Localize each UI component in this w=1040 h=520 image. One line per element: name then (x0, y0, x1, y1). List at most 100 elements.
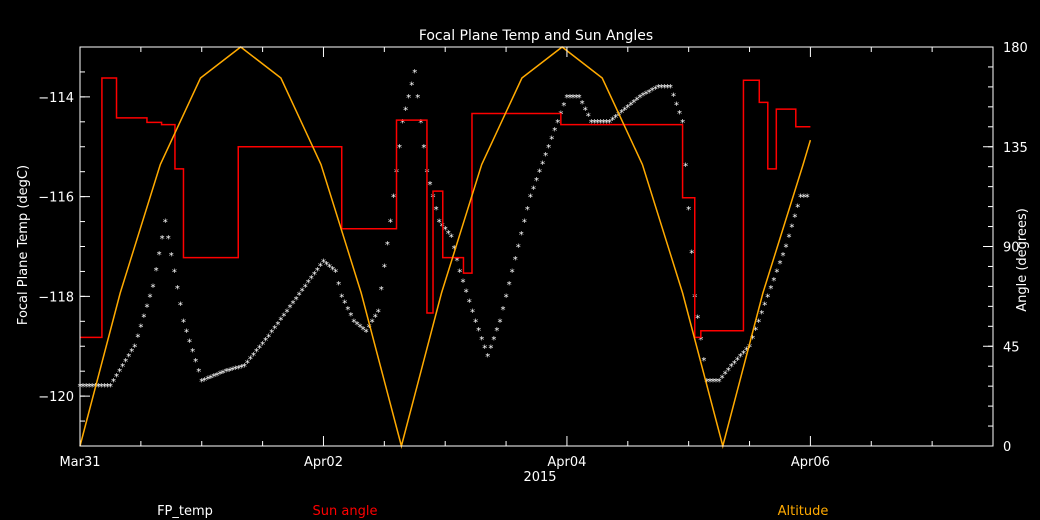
fp-temp-point: * (342, 299, 347, 310)
fp-temp-point: * (412, 68, 417, 79)
fp-temp-point: * (233, 365, 238, 376)
fp-temp-point: * (656, 83, 661, 94)
fp-temp-point: * (513, 255, 518, 266)
fp-temp-point: * (671, 92, 676, 103)
x-tick-label: Apr02 (304, 455, 343, 470)
fp-temp-point: * (601, 118, 606, 129)
fp-temp-point: * (96, 382, 101, 393)
fp-temp-point: * (622, 105, 627, 116)
fp-temp-point: * (595, 118, 600, 129)
fp-temp-point: * (84, 382, 89, 393)
fp-temp-point: * (589, 118, 594, 129)
fp-temp-point: * (114, 372, 119, 383)
fp-temp-point: * (437, 218, 442, 229)
x-axis-label: 2015 (523, 470, 556, 485)
fp-temp-point: * (205, 375, 210, 386)
fp-temp-point: * (598, 118, 603, 129)
fp-temp-point: * (202, 376, 207, 387)
fp-temp-point: * (376, 307, 381, 318)
fp-temp-point: * (129, 347, 134, 358)
fp-temp-point: * (278, 316, 283, 327)
fp-temp-point: * (695, 314, 700, 325)
fp-temp-point: * (157, 250, 162, 261)
fp-temp-point: * (324, 260, 329, 271)
fp-temp-point: * (406, 93, 411, 104)
fp-temp-point: * (193, 357, 198, 368)
y-left-tick-label: −116 (38, 191, 74, 206)
fp-temp-point: * (650, 86, 655, 97)
fp-temp-point: * (735, 356, 740, 367)
fp-temp-point: * (321, 257, 326, 268)
fp-temp-point: * (680, 118, 685, 129)
fp-temp-point: * (720, 373, 725, 384)
fp-temp-point: * (516, 243, 521, 254)
chart-title: Focal Plane Temp and Sun Angles (419, 28, 653, 44)
fp-temp-point: * (315, 266, 320, 277)
y-right-tick-label: 45 (1003, 340, 1020, 355)
fp-temp-point: * (698, 335, 703, 346)
fp-temp-point: * (208, 373, 213, 384)
fp-temp-point: * (792, 213, 797, 224)
y-axis-left-label: Focal Plane Temp (degC) (16, 165, 31, 325)
fp-temp-point: * (227, 366, 232, 377)
axes-layer: Mar31 Apr02 Apr04 Apr06 −120 −118 −116 −114 0 45 9… (38, 41, 1028, 470)
fp-temp-point: * (224, 367, 229, 378)
fp-temp-point: * (519, 230, 524, 241)
fp-temp-point: * (370, 317, 375, 328)
fp-temp-point: * (385, 240, 390, 251)
fp-temp-point: * (211, 372, 216, 383)
fp-temp-point: * (330, 265, 335, 276)
legend: FP_temp Sun angle Altitude (157, 504, 828, 519)
fp-temp-point: * (644, 90, 649, 101)
fp-temp-point: * (297, 291, 302, 302)
sun-angle-line (80, 77, 811, 339)
fp-temp-point: * (801, 193, 806, 204)
fp-temp-point: * (269, 328, 274, 339)
fp-temp-point: * (616, 110, 621, 121)
fp-temp-point: * (111, 377, 116, 388)
fp-temp-point: * (391, 193, 396, 204)
fp-temp-point: * (284, 307, 289, 318)
fp-temp-point: * (543, 151, 548, 162)
y-left-tick-label: −118 (38, 290, 74, 305)
fp-temp-point: * (571, 93, 576, 104)
y-left-tick-label: −114 (38, 91, 74, 106)
fp-temp-point: * (163, 218, 168, 229)
fp-temp-point: * (339, 292, 344, 303)
fp-temp-point: * (765, 292, 770, 303)
fp-temp-point: * (525, 205, 530, 216)
fp-temp-point: * (460, 277, 465, 288)
fp-temp-point: * (403, 105, 408, 116)
fp-temp-point: * (254, 347, 259, 358)
fp-temp-point: * (272, 324, 277, 335)
fp-temp-point: * (184, 327, 189, 338)
fp-temp-point: * (756, 317, 761, 328)
fp-temp-point: * (141, 312, 146, 323)
fp-temp-point: * (641, 91, 646, 102)
fp-temp-point: * (199, 377, 204, 388)
fp-temp-point: * (415, 93, 420, 104)
fp-temp-point: * (373, 312, 378, 323)
fp-temp-point: * (303, 282, 308, 293)
fp-temp-point: * (537, 168, 542, 179)
fp-temp-point: * (774, 267, 779, 278)
fp-temp-point: * (561, 101, 566, 112)
fp-temp-point: * (522, 218, 527, 229)
fp-temp-point: * (583, 105, 588, 116)
fp-temp-point: * (190, 347, 195, 358)
fp-temp-point: * (454, 256, 459, 267)
fp-temp-point: * (723, 370, 728, 381)
fp-temp-point: * (473, 317, 478, 328)
fp-temp-point: * (610, 115, 615, 126)
fp-temp-point: * (81, 382, 86, 393)
fp-temp-point: * (540, 159, 545, 170)
fp-temp-point: * (382, 262, 387, 273)
fp-temp-point: * (476, 326, 481, 337)
fp-temp-point: * (449, 233, 454, 244)
fp-temp-point: * (257, 343, 262, 354)
fp-temp-point: * (781, 251, 786, 262)
fp-temp-point: * (345, 305, 350, 316)
fp-temp-point: * (534, 176, 539, 187)
fp-temp-point: * (488, 343, 493, 354)
fp-temp-point: * (741, 349, 746, 360)
